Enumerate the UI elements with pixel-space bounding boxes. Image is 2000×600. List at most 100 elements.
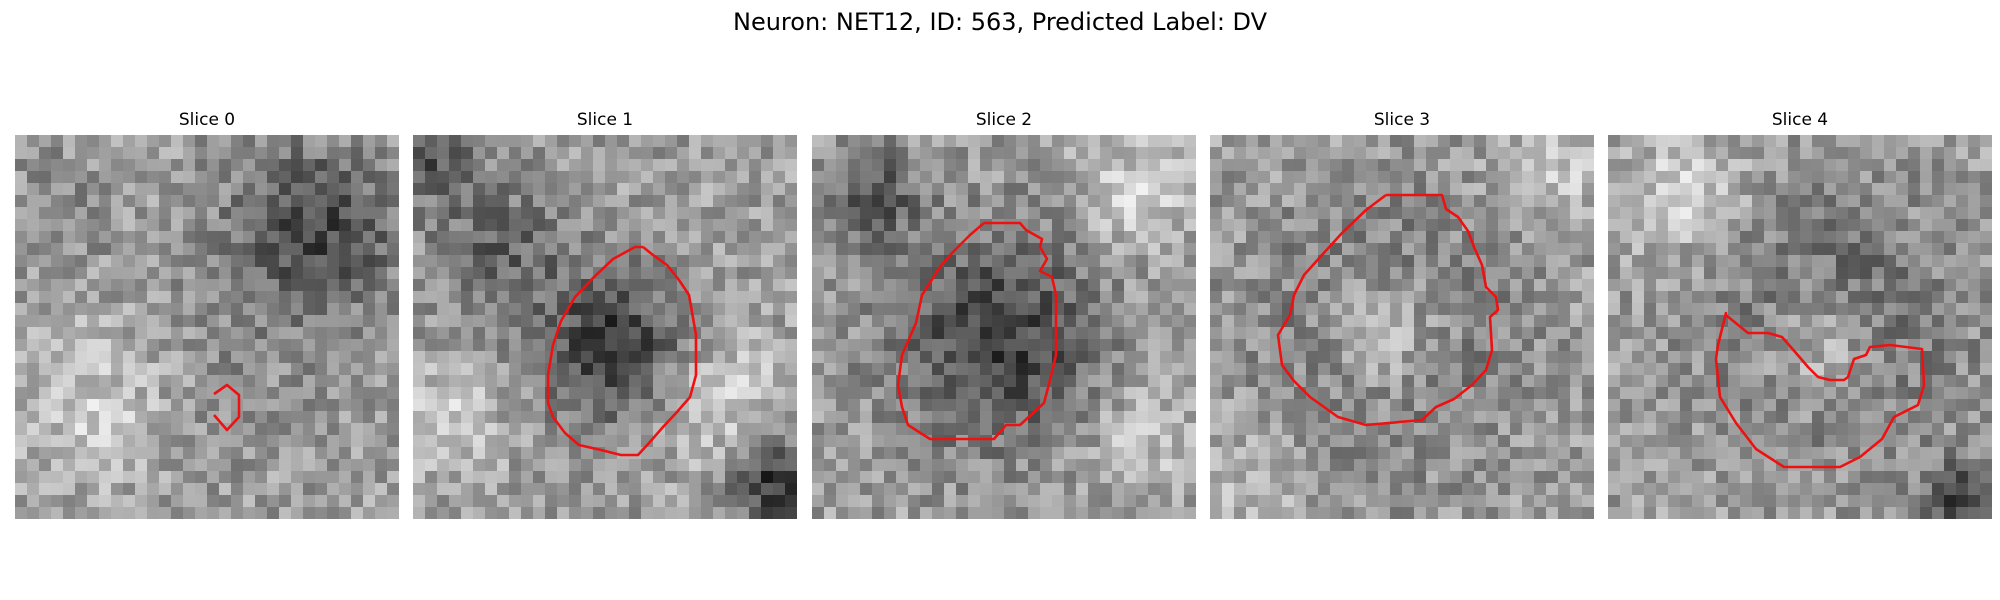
image-pixel <box>533 243 546 256</box>
image-pixel <box>449 483 462 496</box>
image-pixel <box>1644 291 1657 304</box>
image-pixel <box>884 207 897 220</box>
image-pixel <box>980 399 993 412</box>
image-pixel <box>27 207 40 220</box>
image-pixel <box>1860 291 1873 304</box>
image-pixel <box>1088 207 1101 220</box>
image-pixel <box>1402 171 1415 184</box>
image-pixel <box>291 171 304 184</box>
image-pixel <box>1546 387 1559 400</box>
image-pixel <box>749 435 762 448</box>
image-pixel <box>327 147 340 160</box>
image-pixel <box>111 315 124 328</box>
image-pixel <box>689 495 702 508</box>
image-pixel <box>159 495 172 508</box>
image-pixel <box>1582 255 1594 268</box>
image-pixel <box>1510 147 1523 160</box>
image-pixel <box>485 255 498 268</box>
image-pixel <box>1632 411 1645 424</box>
image-pixel <box>1968 375 1981 388</box>
image-pixel <box>1222 339 1235 352</box>
image-pixel <box>1608 231 1621 244</box>
image-pixel <box>123 471 136 484</box>
image-pixel <box>1980 315 1992 328</box>
image-pixel <box>207 279 220 292</box>
image-pixel <box>1944 267 1957 280</box>
image-pixel <box>1088 315 1101 328</box>
image-pixel <box>1414 495 1427 508</box>
image-pixel <box>968 279 981 292</box>
image-pixel <box>39 147 52 160</box>
image-pixel <box>848 219 861 232</box>
image-pixel <box>992 159 1005 172</box>
image-pixel <box>1956 411 1969 424</box>
image-pixel <box>1088 267 1101 280</box>
image-pixel <box>1414 207 1427 220</box>
image-pixel <box>1402 279 1415 292</box>
image-pixel <box>1522 411 1535 424</box>
image-pixel <box>27 327 40 340</box>
image-pixel <box>171 255 184 268</box>
image-pixel <box>1704 279 1717 292</box>
image-pixel <box>545 435 558 448</box>
image-pixel <box>665 339 678 352</box>
image-pixel <box>1112 267 1125 280</box>
image-pixel <box>1920 423 1933 436</box>
image-pixel <box>569 459 582 472</box>
image-pixel <box>824 315 837 328</box>
image-pixel <box>1342 423 1355 436</box>
image-pixel <box>147 327 160 340</box>
image-pixel <box>908 351 921 364</box>
image-pixel <box>375 183 388 196</box>
image-pixel <box>1534 135 1547 148</box>
image-pixel <box>509 447 522 460</box>
image-pixel <box>449 267 462 280</box>
image-pixel <box>725 303 738 316</box>
image-pixel <box>629 195 642 208</box>
image-pixel <box>1824 183 1837 196</box>
image-pixel <box>437 147 450 160</box>
image-pixel <box>1558 195 1571 208</box>
image-pixel <box>1860 207 1873 220</box>
image-pixel <box>1076 339 1089 352</box>
image-pixel <box>569 243 582 256</box>
image-pixel <box>653 447 666 460</box>
image-pixel <box>339 351 352 364</box>
image-pixel <box>1100 267 1113 280</box>
image-pixel <box>641 135 654 148</box>
image-pixel <box>920 483 933 496</box>
image-pixel <box>1704 351 1717 364</box>
image-pixel <box>1076 423 1089 436</box>
image-pixel <box>1498 255 1511 268</box>
image-pixel <box>231 459 244 472</box>
image-pixel <box>1534 447 1547 460</box>
image-pixel <box>1258 159 1271 172</box>
image-pixel <box>1848 315 1861 328</box>
image-pixel <box>1160 279 1173 292</box>
image-pixel <box>1124 267 1137 280</box>
image-pixel <box>303 147 316 160</box>
image-pixel <box>1246 387 1259 400</box>
image-pixel <box>848 207 861 220</box>
image-pixel <box>75 459 88 472</box>
image-pixel <box>1402 291 1415 304</box>
image-pixel <box>1354 363 1367 376</box>
image-pixel <box>1366 207 1379 220</box>
image-pixel <box>351 351 364 364</box>
image-pixel <box>836 327 849 340</box>
image-pixel <box>147 303 160 316</box>
image-pixel <box>1740 279 1753 292</box>
image-pixel <box>1752 219 1765 232</box>
image-pixel <box>920 207 933 220</box>
image-pixel <box>449 435 462 448</box>
image-pixel <box>497 183 510 196</box>
image-pixel <box>1668 231 1681 244</box>
image-pixel <box>1608 183 1621 196</box>
image-pixel <box>836 399 849 412</box>
image-pixel <box>908 363 921 376</box>
image-pixel <box>824 327 837 340</box>
image-pixel <box>1884 243 1897 256</box>
image-pixel <box>1860 147 1873 160</box>
image-pixel <box>1474 147 1487 160</box>
image-pixel <box>617 483 630 496</box>
